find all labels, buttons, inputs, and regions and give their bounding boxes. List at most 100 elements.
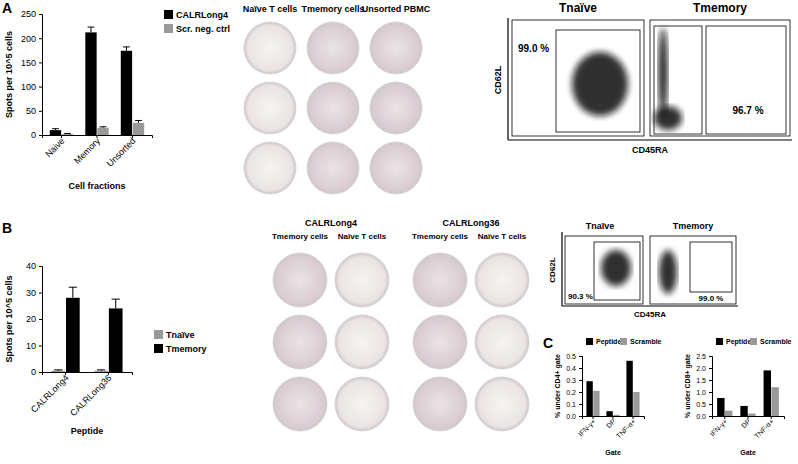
gate bbox=[654, 26, 702, 134]
x-tick-label: CALRLong36 bbox=[68, 373, 113, 418]
gate bbox=[690, 242, 732, 292]
x-tick: TNF-α+ bbox=[615, 416, 637, 440]
legend-label: Peptide bbox=[596, 338, 621, 346]
legend-swatch bbox=[586, 338, 593, 345]
bar bbox=[109, 308, 123, 372]
error-cap bbox=[54, 369, 62, 370]
legend: Peptide Scramble bbox=[586, 338, 662, 346]
flow-plot-title: Tnaïve bbox=[586, 221, 615, 231]
x-tick: DP bbox=[605, 416, 617, 430]
legend-swatch bbox=[164, 10, 173, 19]
well-group-title: CALRLong36 bbox=[443, 218, 500, 228]
y-tick: 100 bbox=[21, 82, 42, 92]
bar bbox=[121, 51, 132, 135]
well-column-title: Naïve T cells bbox=[243, 4, 298, 14]
x-tick: IFN-γ+ bbox=[709, 416, 730, 438]
plot-marks bbox=[51, 287, 122, 372]
elispot-well bbox=[413, 377, 467, 431]
gate bbox=[556, 30, 640, 132]
bar bbox=[606, 411, 612, 416]
y-tick-label: 0.0 bbox=[566, 413, 576, 420]
flow-plot-frame bbox=[650, 20, 790, 136]
well-column-title: Naïve T cells bbox=[338, 232, 387, 241]
y-tick: 2.0 bbox=[696, 365, 712, 372]
figure: ABC050100150200250NaiveMemoryUnsortedSpo… bbox=[0, 0, 798, 464]
bar bbox=[740, 406, 747, 416]
flow-x-axis bbox=[508, 139, 792, 140]
x-tick-label: DP bbox=[740, 418, 752, 430]
y-tick-mark bbox=[709, 404, 712, 405]
legend-label: Scramble bbox=[630, 338, 662, 345]
well-column-title: Tmemory cells bbox=[412, 232, 469, 241]
y-tick-mark bbox=[39, 293, 42, 294]
error-bar bbox=[54, 369, 62, 371]
well-group-title: CALRLong4 bbox=[305, 218, 357, 228]
x-axis-title: Gate bbox=[605, 449, 621, 456]
error-line bbox=[90, 27, 91, 32]
legend-label: Tmemory bbox=[166, 344, 207, 354]
elispot-well bbox=[307, 142, 359, 194]
y-axis: 0.00.51.01.52.02.5 bbox=[696, 353, 712, 420]
bar bbox=[133, 123, 144, 135]
cell-population bbox=[601, 250, 631, 286]
gate bbox=[706, 26, 786, 134]
x-axis: NaiveMemoryUnsorted bbox=[43, 135, 153, 169]
flow-plot-title: Tmemory bbox=[673, 221, 714, 231]
bar bbox=[50, 130, 61, 135]
legend-swatch bbox=[750, 338, 757, 345]
y-tick-mark bbox=[709, 416, 712, 417]
flow-plot-title: Tnaïve bbox=[559, 1, 597, 15]
flow-plot-frame bbox=[512, 20, 644, 136]
y-tick-label: 10 bbox=[26, 341, 36, 351]
y-tick: 20 bbox=[26, 314, 42, 324]
legend: TnaïveTmemory bbox=[154, 330, 207, 354]
flow-x-axis bbox=[562, 305, 738, 306]
error-bar bbox=[97, 369, 105, 371]
x-tick: Unsorted bbox=[105, 135, 138, 169]
flow-x-label: CD45RA bbox=[634, 310, 666, 319]
bar bbox=[62, 134, 73, 135]
error-cap bbox=[88, 27, 95, 28]
elispot-well bbox=[244, 142, 296, 194]
plot-marks bbox=[586, 361, 639, 416]
gate-label: 99.0 % bbox=[518, 43, 549, 54]
bar bbox=[66, 298, 80, 372]
y-tick-mark bbox=[709, 356, 712, 357]
bar-chart: 050100150200250NaiveMemoryUnsortedSpots … bbox=[4, 9, 230, 191]
y-tick-label: 0.4 bbox=[566, 365, 576, 372]
elispot-well bbox=[244, 82, 296, 134]
elispot-well bbox=[273, 253, 327, 307]
legend-label: Peptide bbox=[726, 338, 751, 346]
y-tick-mark bbox=[39, 346, 42, 347]
bar-chart: 0.00.10.20.30.40.5IFN-γ+DPTNF-α+% under … bbox=[554, 338, 662, 456]
bar bbox=[717, 398, 724, 416]
y-tick-label: 0.2 bbox=[566, 389, 576, 396]
y-tick: 1.0 bbox=[696, 389, 712, 396]
y-tick: 30 bbox=[26, 288, 42, 298]
y-tick-label: 0.0 bbox=[696, 413, 706, 420]
y-tick: 0.3 bbox=[566, 377, 582, 384]
cell-population bbox=[658, 28, 668, 116]
well-column-title: Naïve T cells bbox=[478, 232, 527, 241]
y-tick-label: 200 bbox=[21, 34, 36, 44]
x-tick: DP bbox=[740, 416, 752, 430]
y-tick-mark bbox=[39, 111, 42, 112]
x-tick-label: DP bbox=[605, 418, 617, 430]
error-bar bbox=[88, 27, 95, 32]
gate-label: 96.7 % bbox=[732, 105, 763, 116]
cell-population bbox=[654, 106, 682, 130]
y-tick: 40 bbox=[26, 261, 42, 271]
y-tick: 0.0 bbox=[566, 413, 582, 420]
y-tick-label: 150 bbox=[21, 58, 36, 68]
y-tick-mark bbox=[579, 404, 582, 405]
y-tick-mark bbox=[39, 266, 42, 267]
bar bbox=[771, 387, 778, 416]
y-tick-mark bbox=[39, 135, 42, 136]
y-tick: 10 bbox=[26, 341, 42, 351]
y-axis-title: % under CD4+ gate bbox=[554, 354, 562, 418]
legend-label: CALRLong4 bbox=[176, 10, 228, 20]
x-axis: IFN-γ+DPTNF-α+ bbox=[577, 416, 645, 440]
error-cap bbox=[135, 120, 142, 121]
y-tick-label: 2.0 bbox=[696, 365, 706, 372]
elispot-well bbox=[413, 253, 467, 307]
